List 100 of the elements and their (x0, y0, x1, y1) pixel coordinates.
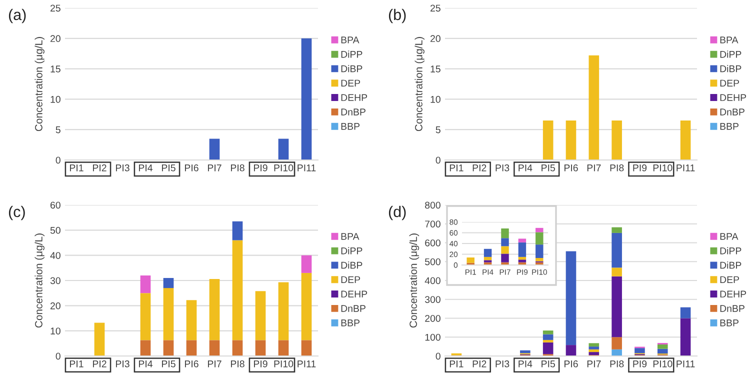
x-tick-label: PI10 (274, 360, 294, 368)
x-tick-label: PI7 (208, 360, 222, 368)
y-tick-label: 25 (430, 4, 440, 12)
x-tick-label: PI8 (610, 164, 624, 172)
x-tick-label: PI3 (496, 164, 510, 172)
legend-label: DiPP (341, 247, 362, 254)
legend-label: BBP (341, 123, 360, 130)
x-tick-label: PI11 (676, 164, 695, 172)
legend-label: DiPP (720, 50, 742, 58)
x-tick-label: PI4 (139, 164, 153, 172)
y-tick-label: 400 (424, 277, 440, 284)
x-tick-label: PI11 (676, 360, 695, 368)
x-tick-label: PI3 (116, 360, 130, 368)
y-tick-label: 5 (436, 126, 440, 134)
x-tick-label: PI5 (162, 360, 176, 368)
legend-label: DnBP (720, 305, 744, 312)
legend-label: BBP (720, 123, 738, 130)
x-tick-label: PI11 (298, 164, 316, 172)
legend-label: DiBP (341, 65, 362, 72)
y-tick-label: 10 (430, 96, 440, 103)
legend-label: DEHP (341, 94, 368, 101)
y-tick-label: 20 (50, 302, 60, 310)
y-axis-title: Concentration (μg/L) (409, 234, 420, 328)
y-tick-label: 500 (425, 258, 440, 266)
legend-label: DEP (341, 276, 360, 284)
legend-label: DiPP (341, 50, 362, 58)
y-axis-title: Concentration (μg/L) (414, 37, 424, 132)
x-tick-label: PI8 (610, 360, 624, 368)
chart-title: (a) (8, 8, 26, 24)
x-tick-label: PI10 (274, 164, 294, 172)
legend-label: DiBP (341, 262, 362, 269)
y-axis-title: Concentration (μg/L) (34, 234, 44, 328)
y-tick-label: 700 (425, 220, 440, 228)
x-tick-label: PI1 (450, 164, 464, 172)
x-tick-label: PI6 (185, 360, 198, 368)
chart-title: (b) (388, 8, 406, 24)
x-tick-label: PI4 (139, 360, 153, 368)
y-tick-label: 15 (430, 66, 440, 72)
legend-label: DiBP (720, 262, 742, 269)
y-tick-label: 300 (424, 296, 440, 303)
legend-label: DEP (720, 80, 740, 87)
chart-title: (c) (8, 206, 25, 220)
y-tick-label: 10 (50, 328, 60, 334)
legend-label: DnBP (341, 305, 366, 312)
y-tick-label: 600 (425, 239, 440, 246)
legend-label: DEHP (341, 290, 368, 298)
x-tick-label: PI4 (518, 164, 532, 172)
legend-label: DEHP (720, 94, 746, 101)
x-tick-label: PI9 (633, 164, 647, 172)
legend-label: BPA (720, 233, 738, 240)
y-tick-label: 40 (50, 252, 60, 259)
x-tick-label: PI3 (116, 164, 130, 172)
legend-label: DnBP (341, 108, 366, 116)
x-tick-label: PI2 (93, 164, 106, 172)
legend-label: BBP (720, 320, 738, 326)
x-tick-label: PI9 (254, 164, 268, 172)
chart-title: (d) (388, 206, 406, 220)
x-tick-label: PI1 (70, 164, 84, 172)
y-tick-label: 10 (50, 96, 60, 103)
y-tick-label: 60 (50, 202, 60, 209)
x-tick-label: PI4 (518, 360, 532, 368)
legend-label: DiBP (720, 65, 742, 72)
x-tick-label: PI1 (450, 360, 464, 368)
x-tick-label: PI5 (542, 164, 555, 172)
y-tick-label: 15 (50, 66, 60, 72)
legend-label: BPA (341, 36, 360, 44)
x-tick-label: PI6 (564, 360, 578, 368)
y-tick-label: 0 (436, 352, 440, 360)
legend-label: DnBP (720, 108, 744, 116)
legend-label: DEP (720, 276, 740, 284)
legend-label: DiPP (720, 247, 742, 254)
x-tick-label: PI9 (254, 360, 268, 368)
y-tick-label: 200 (425, 314, 440, 322)
x-tick-label: PI6 (185, 164, 198, 172)
x-tick-label: PI11 (298, 360, 316, 368)
y-tick-label: 5 (56, 126, 60, 134)
y-tick-label: 25 (50, 4, 60, 12)
y-tick-label: 0 (56, 156, 60, 164)
x-tick-label: PI9 (633, 360, 647, 368)
x-tick-label: PI7 (587, 164, 601, 172)
x-tick-label: PI5 (162, 164, 176, 172)
legend-label: DEHP (720, 290, 746, 298)
x-tick-label: PI8 (231, 164, 244, 172)
x-tick-label: PI2 (472, 164, 486, 172)
legend-label: BPA (720, 36, 738, 44)
y-tick-label: 20 (50, 35, 60, 42)
x-tick-label: PI3 (496, 360, 510, 368)
x-tick-label: PI2 (472, 360, 486, 368)
x-tick-label: PI2 (93, 360, 106, 368)
x-tick-label: PI10 (653, 360, 672, 368)
y-tick-label: 20 (430, 35, 440, 42)
x-tick-label: PI6 (564, 164, 578, 172)
legend-label: BBP (341, 320, 360, 326)
y-tick-label: 100 (425, 334, 440, 341)
legend-label: DEP (341, 80, 360, 87)
x-tick-label: PI1 (70, 360, 84, 368)
x-tick-label: PI8 (231, 360, 244, 368)
y-tick-label: 0 (56, 352, 60, 360)
x-tick-label: PI7 (208, 164, 222, 172)
x-tick-label: PI7 (587, 360, 601, 368)
